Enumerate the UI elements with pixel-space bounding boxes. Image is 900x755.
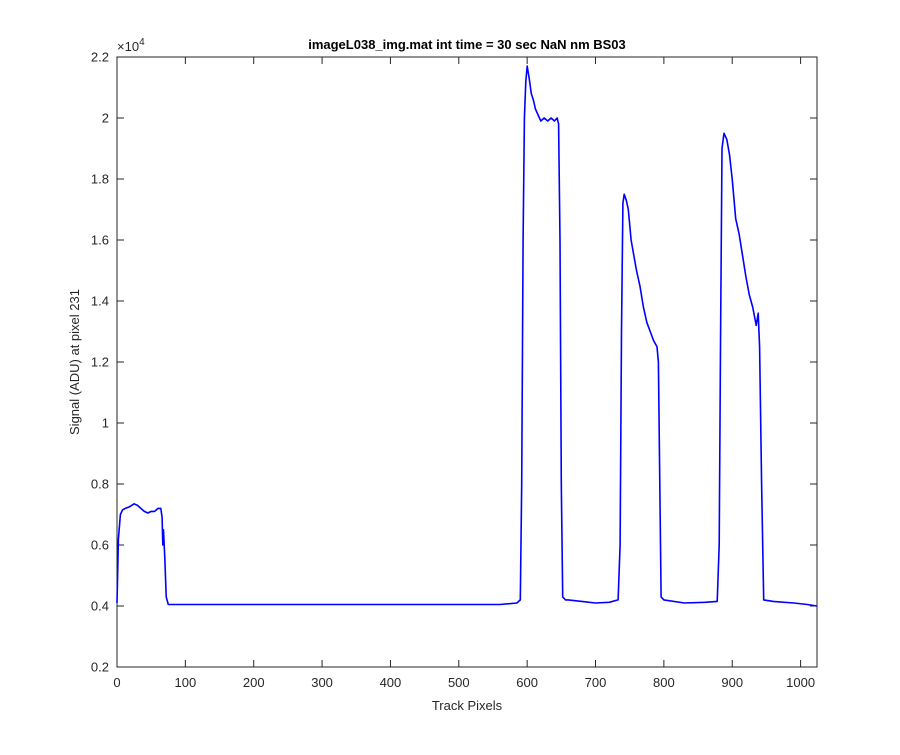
x-tick-label: 600 [516, 675, 538, 690]
y-exponent-base: ×10 [117, 39, 139, 54]
y-tick-label: 2.2 [91, 50, 109, 65]
y-tick-label: 2 [102, 111, 109, 126]
x-tick-label: 800 [653, 675, 675, 690]
x-tick-label: 0 [113, 675, 120, 690]
x-tick-label: 1000 [786, 675, 815, 690]
y-axis: 0.2 0.4 0.6 0.8 1 1.2 1.4 1.6 1.8 2 2.2 [91, 50, 817, 675]
y-tick-label: 0.8 [91, 477, 109, 492]
plot-area [116, 56, 818, 668]
y-exponent-power: 4 [139, 37, 145, 48]
y-tick-label: 1.6 [91, 233, 109, 248]
x-tick-label: 700 [585, 675, 607, 690]
x-tick-label: 100 [175, 675, 197, 690]
x-tick-label: 200 [243, 675, 265, 690]
y-tick-label: 1.4 [91, 294, 109, 309]
y-tick-label: 0.4 [91, 599, 109, 614]
x-tick-label: 400 [380, 675, 402, 690]
x-axis-label: Track Pixels [432, 698, 503, 713]
x-tick-label: 900 [721, 675, 743, 690]
y-tick-label: 1.8 [91, 172, 109, 187]
y-axis-label: Signal (ADU) at pixel 231 [67, 289, 82, 435]
y-tick-label: 0.6 [91, 538, 109, 553]
series-layer [116, 65, 818, 607]
chart-title: imageL038_img.mat int time = 30 sec NaN … [308, 37, 626, 52]
y-tick-label: 0.2 [91, 660, 109, 675]
x-axis: 0 100 200 300 400 500 600 700 800 900 1000 [113, 57, 815, 690]
series-line [116, 65, 818, 607]
x-tick-label: 500 [448, 675, 470, 690]
x-tick-label: 300 [311, 675, 333, 690]
y-tick-label: 1.2 [91, 355, 109, 370]
y-exponent-label: ×104 [117, 37, 145, 54]
y-tick-label: 1 [102, 416, 109, 431]
